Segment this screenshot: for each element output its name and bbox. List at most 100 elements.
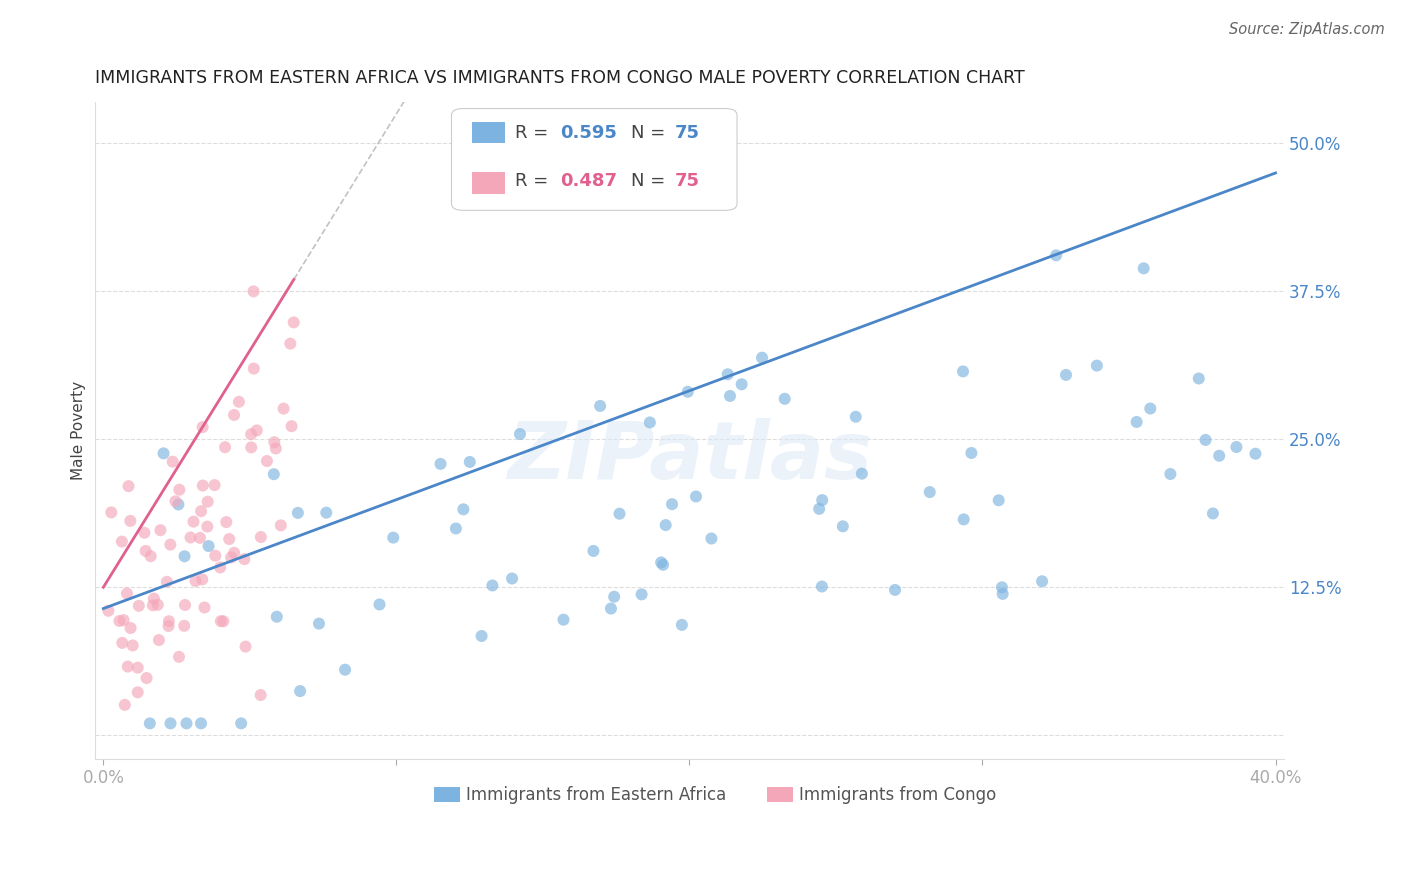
Point: [246, 424, 269, 438]
Point: [811, 580, 834, 594]
Point: [266, 609, 288, 624]
Point: [215, 515, 238, 529]
Point: [553, 613, 575, 627]
Text: IMMIGRANTS FROM EASTERN AFRICA VS IMMIGRANTS FROM CONGO MALE POVERTY CORRELATION: IMMIGRANTS FROM EASTERN AFRICA VS IMMIGR…: [94, 69, 1025, 87]
Point: [676, 384, 699, 399]
Point: [444, 521, 467, 535]
Point: [650, 556, 672, 570]
Point: [191, 478, 214, 492]
Point: [1244, 447, 1267, 461]
Point: [115, 586, 138, 600]
Point: [139, 549, 162, 564]
Point: [671, 618, 693, 632]
Point: [167, 649, 190, 664]
Point: [146, 598, 169, 612]
Point: [429, 457, 451, 471]
Point: [263, 467, 285, 482]
Point: [120, 621, 142, 635]
Point: [368, 598, 391, 612]
Point: [183, 515, 205, 529]
Point: [315, 506, 337, 520]
Point: [1139, 401, 1161, 416]
Point: [159, 716, 181, 731]
Text: Source: ZipAtlas.com: Source: ZipAtlas.com: [1229, 22, 1385, 37]
Point: [509, 427, 531, 442]
Point: [333, 663, 356, 677]
Point: [952, 364, 974, 378]
Point: [751, 351, 773, 365]
Point: [1031, 574, 1053, 589]
Point: [197, 539, 219, 553]
Point: [127, 685, 149, 699]
Point: [188, 531, 211, 545]
Point: [1054, 368, 1077, 382]
Point: [233, 552, 256, 566]
Point: [250, 530, 273, 544]
Point: [481, 578, 503, 592]
Point: [1208, 449, 1230, 463]
Point: [718, 389, 741, 403]
Point: [1202, 507, 1225, 521]
Point: [184, 574, 207, 588]
Point: [654, 518, 676, 533]
Point: [717, 368, 740, 382]
Point: [190, 716, 212, 731]
Point: [808, 501, 831, 516]
Point: [630, 587, 652, 601]
FancyBboxPatch shape: [451, 109, 737, 211]
Point: [156, 574, 179, 589]
Point: [283, 315, 305, 329]
Point: [159, 538, 181, 552]
Point: [582, 544, 605, 558]
Point: [228, 394, 250, 409]
Point: [242, 361, 264, 376]
Point: [231, 716, 253, 731]
Point: [142, 591, 165, 606]
Point: [135, 544, 157, 558]
Point: [165, 494, 187, 508]
Text: Immigrants from Congo: Immigrants from Congo: [799, 786, 995, 804]
Point: [256, 454, 278, 468]
Point: [134, 525, 156, 540]
Point: [193, 600, 215, 615]
Point: [214, 440, 236, 454]
Point: [117, 479, 139, 493]
Point: [453, 502, 475, 516]
Point: [851, 467, 873, 481]
Point: [242, 285, 264, 299]
Point: [162, 455, 184, 469]
Point: [112, 613, 135, 627]
Point: [991, 580, 1014, 594]
Point: [1085, 359, 1108, 373]
Point: [287, 506, 309, 520]
Point: [142, 599, 165, 613]
Point: [600, 601, 623, 615]
Point: [382, 531, 405, 545]
Bar: [472, 172, 505, 194]
Point: [700, 532, 723, 546]
Point: [685, 490, 707, 504]
Point: [661, 497, 683, 511]
Point: [270, 518, 292, 533]
Point: [991, 587, 1014, 601]
Text: 0.487: 0.487: [560, 172, 617, 190]
Point: [191, 573, 214, 587]
Point: [111, 636, 134, 650]
Point: [127, 660, 149, 674]
Point: [240, 441, 263, 455]
Point: [918, 485, 941, 500]
Point: [1188, 371, 1211, 385]
Point: [167, 498, 190, 512]
Point: [884, 582, 907, 597]
Point: [1132, 261, 1154, 276]
Point: [157, 614, 180, 628]
Point: [609, 507, 631, 521]
Point: [114, 698, 136, 712]
Text: 75: 75: [675, 124, 700, 142]
Point: [120, 514, 142, 528]
Point: [235, 640, 257, 654]
Point: [135, 671, 157, 685]
Point: [128, 599, 150, 613]
Point: [174, 598, 197, 612]
Point: [501, 572, 523, 586]
